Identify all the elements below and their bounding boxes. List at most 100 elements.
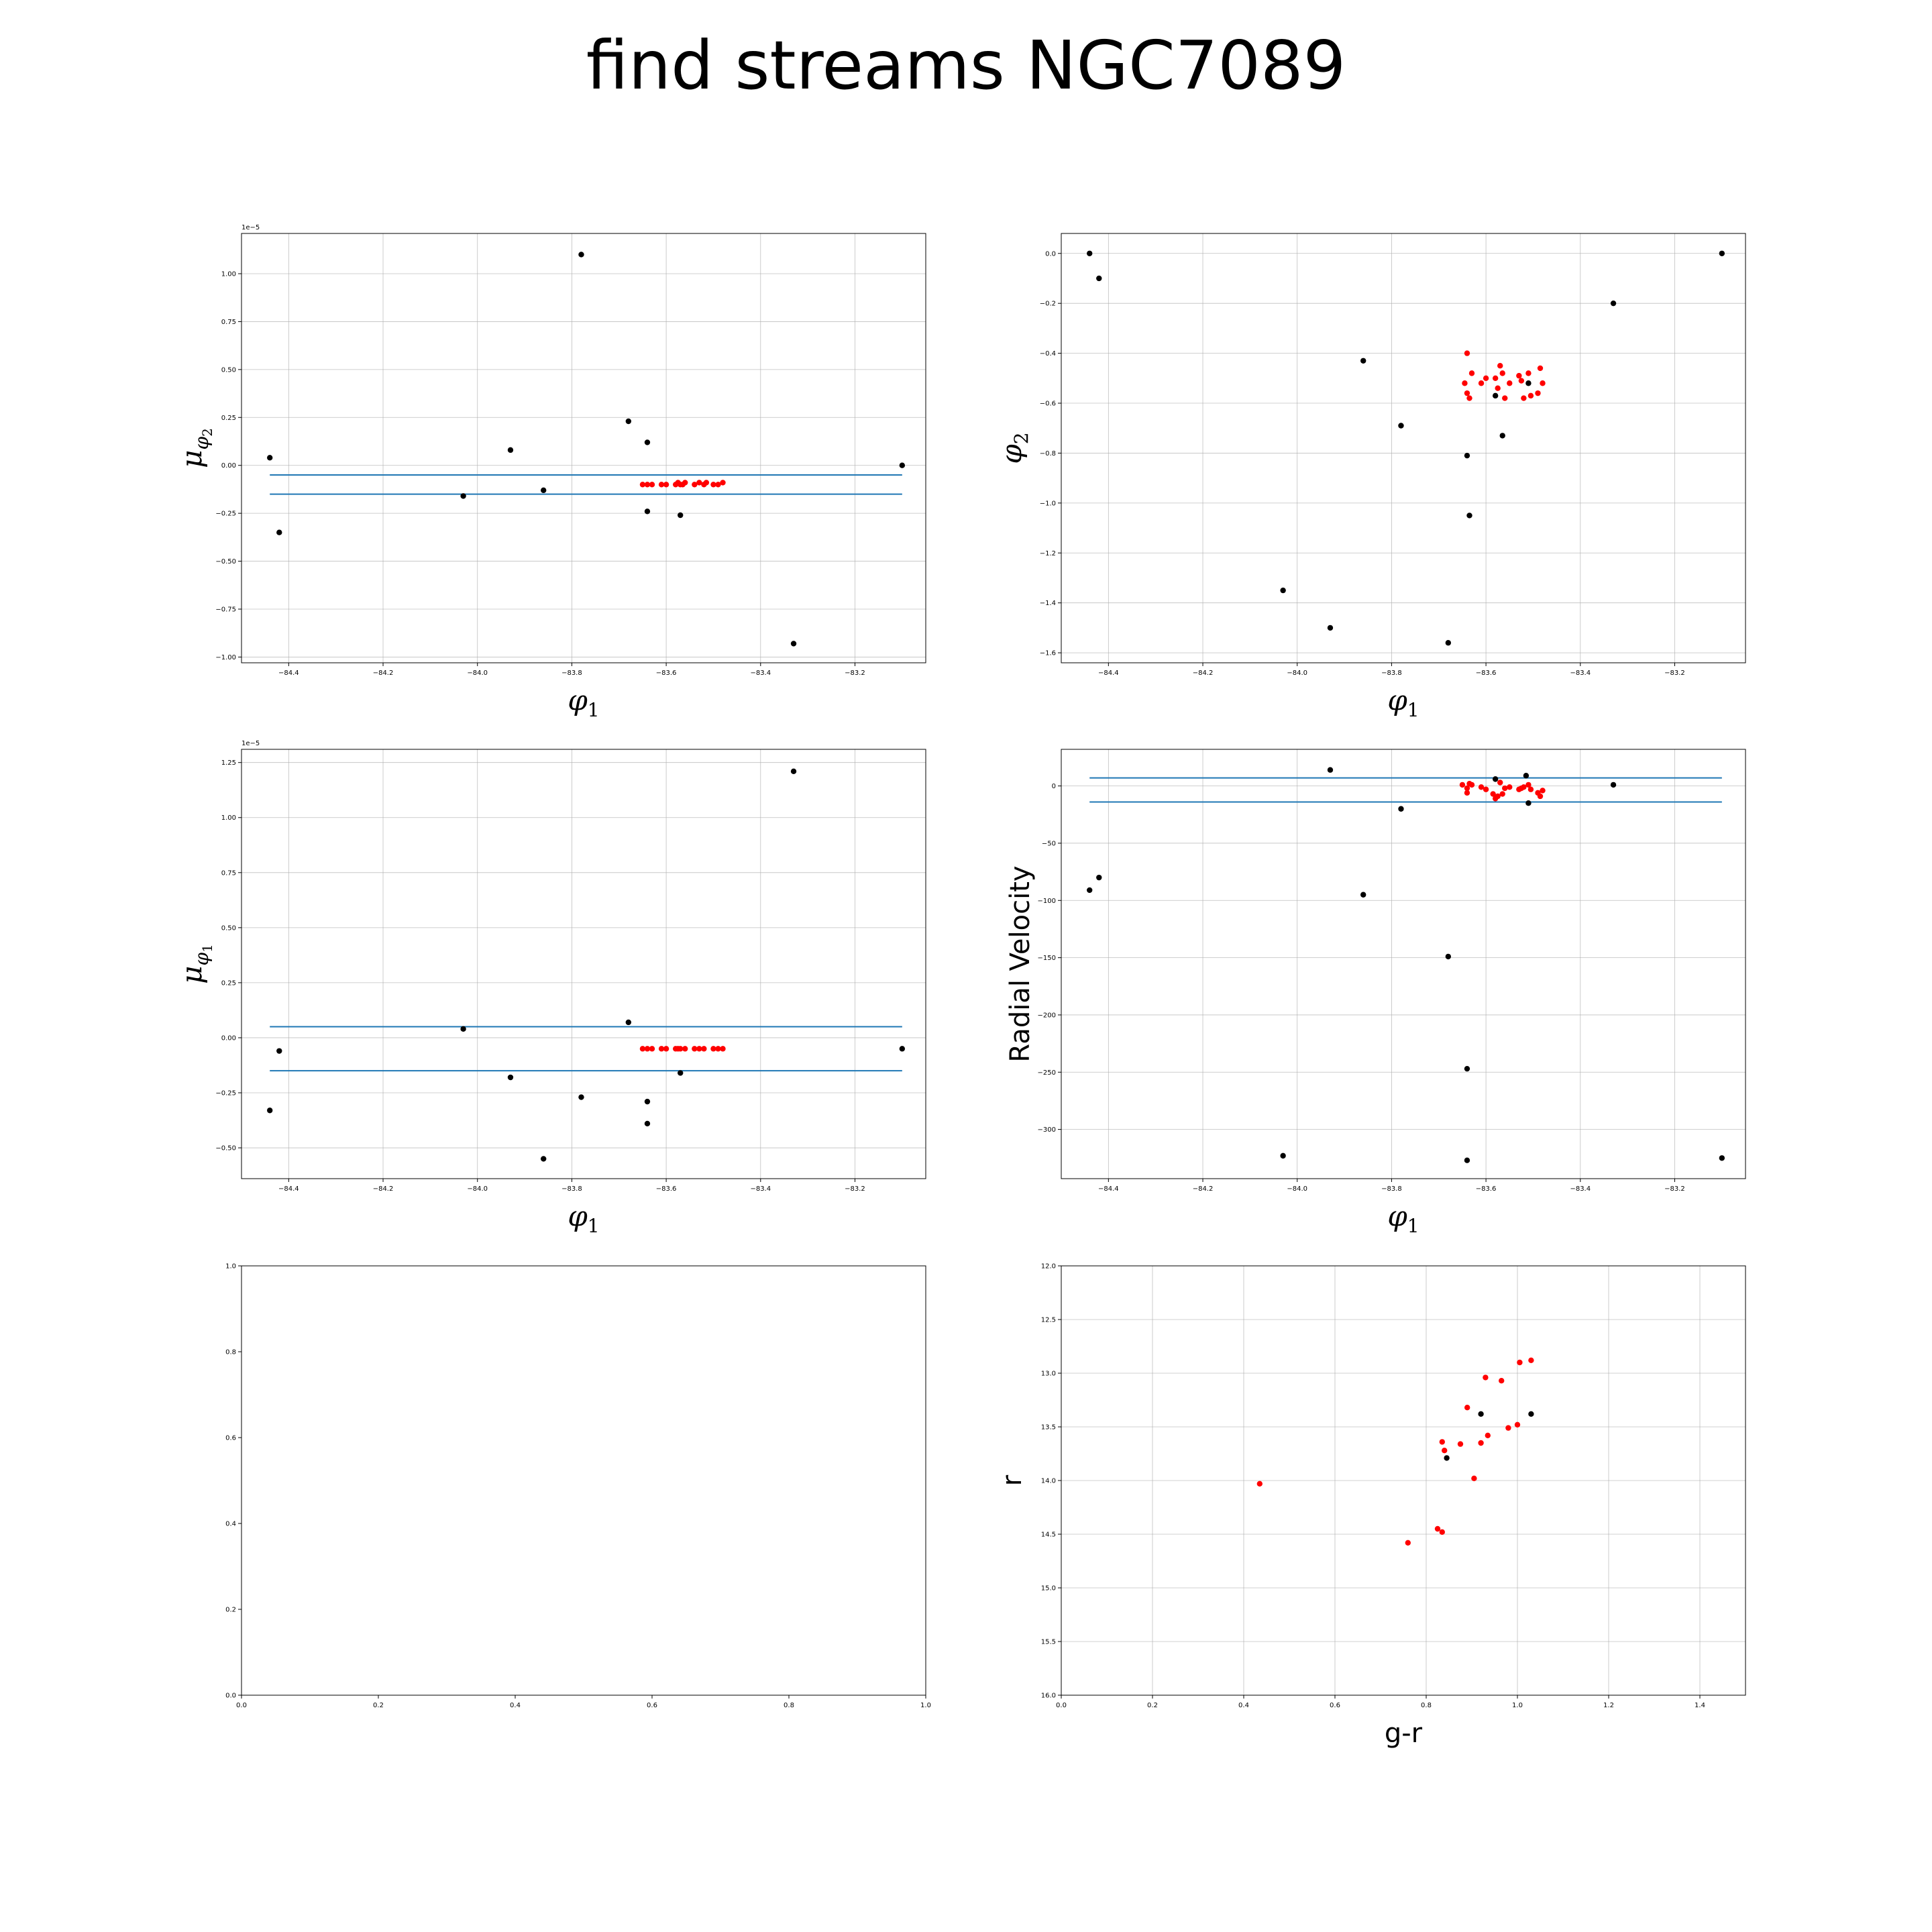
star-point: [1280, 1152, 1286, 1159]
member-point: [1439, 1439, 1445, 1445]
x-tick-label: −83.8: [1381, 669, 1402, 677]
star-point: [1096, 275, 1102, 282]
member-point: [1256, 1481, 1263, 1487]
y-tick-label: −150: [1038, 955, 1056, 962]
figure-title: find streams NGC7089: [586, 26, 1346, 105]
y-tick-label: 0.0: [225, 1693, 236, 1700]
axes-frame: [241, 1265, 926, 1696]
star-point: [1327, 625, 1334, 631]
star-point: [1492, 392, 1499, 399]
x-tick-label: 0.0: [1056, 1702, 1067, 1709]
member-point: [1518, 378, 1525, 384]
y-tick-label: 0.2: [225, 1607, 236, 1614]
y-tick-label: 0.00: [221, 1034, 236, 1042]
member-point: [1434, 1525, 1441, 1532]
member-point: [1478, 1440, 1484, 1446]
star-point: [1087, 250, 1093, 256]
star-point: [1398, 423, 1404, 429]
star-point: [1719, 250, 1725, 256]
member-point: [658, 482, 665, 488]
member-point: [1490, 791, 1496, 797]
star-point: [1525, 380, 1532, 386]
y-tick-label: 13.0: [1041, 1371, 1056, 1378]
member-point: [639, 482, 646, 488]
y-tick-label: 15.5: [1041, 1639, 1056, 1646]
member-point: [710, 1046, 716, 1052]
star-point: [899, 462, 906, 468]
star-point: [541, 1156, 547, 1162]
star-point: [1360, 892, 1366, 898]
y-tick-label: 0.00: [221, 462, 236, 470]
star-point: [1096, 874, 1102, 881]
member-point: [1540, 788, 1546, 794]
member-point: [1525, 782, 1532, 788]
star-point: [276, 529, 282, 535]
star-point: [1499, 433, 1505, 439]
x-tick-label: −83.6: [1476, 669, 1497, 677]
x-tick-label: 1.0: [1512, 1702, 1523, 1709]
star-point: [1466, 513, 1472, 519]
panel-color-magnitude: 0.0 0.2 0.4 0.6 0.8 1.0 1.2 1.4 12.0 12.5 13.0 13.5…: [997, 1263, 1746, 1749]
member-point: [1464, 350, 1470, 356]
star-point: [276, 1048, 282, 1054]
star-point: [899, 1046, 906, 1052]
y-axis-label: μφ1: [175, 944, 215, 984]
member-point: [1492, 375, 1499, 382]
star-point: [1464, 452, 1470, 459]
star-point: [1528, 1411, 1534, 1417]
member-point: [1464, 790, 1470, 796]
x-tick-label: 0.2: [373, 1702, 384, 1709]
member-point: [692, 482, 698, 488]
panel-radial-velocity: −84.4 −84.2 −84.0 −83.8 −83.6 −83.4 −83.2 −300 −…: [1005, 749, 1746, 1237]
member-point: [1527, 786, 1534, 792]
x-axis-label: φ1: [1387, 684, 1419, 721]
member-point: [1540, 380, 1546, 386]
x-tick-label: −83.2: [1664, 1185, 1685, 1193]
member-point: [1507, 380, 1513, 386]
y-tick-label: −0.75: [215, 606, 236, 614]
star-point: [678, 512, 684, 519]
panel-pm-phi1: −84.4 −84.2 −84.0 −83.8 −83.6 −83.4 −83.2 −0.50…: [175, 740, 926, 1237]
member-point: [663, 482, 669, 488]
x-tick-label: −84.0: [467, 669, 488, 677]
member-point: [1499, 1378, 1505, 1384]
member-point: [649, 482, 655, 488]
member-point: [1457, 1441, 1464, 1447]
y-tick-label: 0.75: [221, 319, 236, 326]
x-axis-label: φ1: [568, 684, 599, 721]
y-tick-label: −0.50: [215, 558, 236, 566]
star-point: [1610, 300, 1617, 307]
member-point: [682, 480, 688, 486]
member-point: [1462, 380, 1468, 386]
star-point: [1523, 773, 1529, 779]
member-point: [1527, 392, 1534, 399]
member-point: [649, 1046, 655, 1052]
member-point: [1483, 1375, 1489, 1381]
star-point: [460, 1026, 466, 1032]
panel-pm-phi2: −84.4 −84.2 −84.0 −83.8 −83.6 −83.4 −83.2 −1.00…: [175, 224, 926, 721]
x-axis-label: φ1: [1387, 1199, 1419, 1237]
member-point: [1464, 1405, 1470, 1411]
member-point: [1478, 380, 1485, 386]
member-point: [1497, 363, 1503, 369]
member-point: [1459, 782, 1466, 788]
y-tick-label: −0.8: [1040, 450, 1056, 458]
y-tick-label: 0.8: [225, 1349, 236, 1356]
member-point: [1502, 395, 1508, 401]
member-point: [1439, 1529, 1445, 1535]
y-tick-label: −300: [1038, 1126, 1056, 1134]
member-point: [1537, 793, 1544, 800]
y-tick-label: −200: [1038, 1012, 1056, 1019]
y-tick-label: −1.00: [215, 654, 236, 661]
x-tick-label: 0.8: [784, 1702, 794, 1709]
x-axis-label: φ1: [568, 1199, 599, 1237]
star-point: [1492, 776, 1499, 782]
y-tick-label: 0.50: [221, 924, 236, 932]
member-point: [1405, 1540, 1411, 1546]
x-tick-label: −83.4: [1570, 669, 1591, 677]
x-tick-label: −83.4: [750, 1185, 771, 1193]
panel-empty: 0.0 0.2 0.4 0.6 0.8 1.0 0.0 0.2 0.4 0.6 0.8 1.0: [225, 1263, 931, 1710]
member-point: [1499, 791, 1505, 797]
star-point: [267, 455, 273, 461]
